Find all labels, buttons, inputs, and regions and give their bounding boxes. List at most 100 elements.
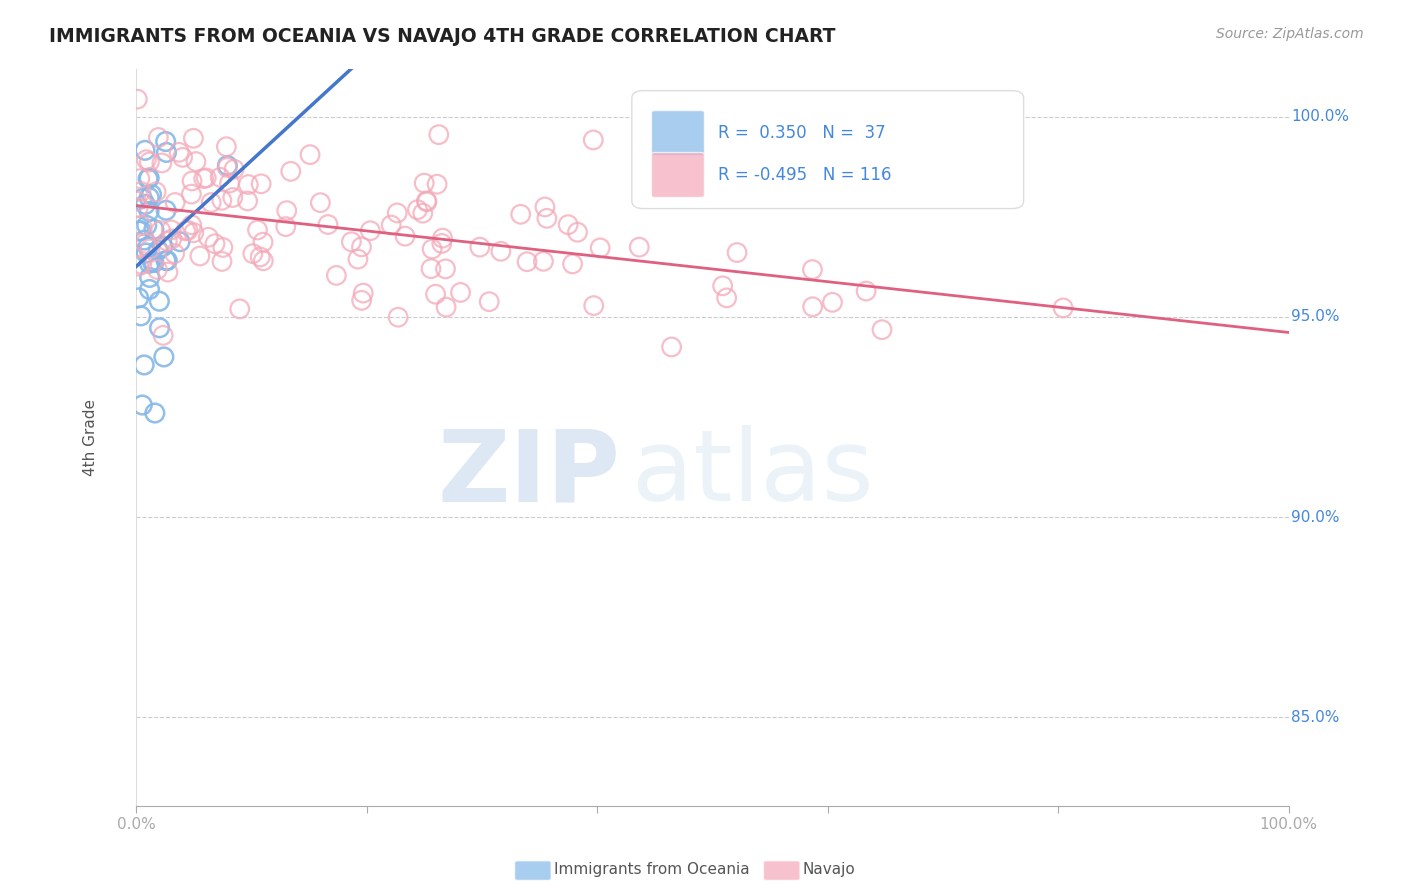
Point	[138, 155, 160, 169]
Point	[135, 153, 157, 167]
Point	[143, 406, 166, 420]
Point	[136, 240, 159, 254]
Point	[155, 203, 177, 218]
Point	[142, 255, 165, 269]
Point	[725, 245, 748, 260]
Point	[153, 350, 176, 364]
Point	[420, 261, 443, 276]
Point	[309, 195, 332, 210]
Point	[218, 176, 240, 190]
Point	[200, 195, 222, 210]
Point	[489, 244, 512, 259]
Point	[138, 270, 160, 285]
Point	[160, 232, 183, 246]
Point	[138, 256, 160, 270]
Point	[416, 194, 439, 209]
Point	[146, 262, 169, 277]
Point	[142, 222, 165, 236]
Point	[134, 358, 156, 372]
Point	[711, 278, 734, 293]
Text: Source: ZipAtlas.com: Source: ZipAtlas.com	[1216, 27, 1364, 41]
Point	[387, 206, 409, 220]
Point	[156, 234, 179, 248]
Point	[661, 340, 683, 354]
Point	[136, 172, 159, 186]
Point	[138, 171, 160, 186]
Point	[177, 223, 200, 237]
Point	[582, 299, 605, 313]
Point	[174, 224, 197, 238]
Point	[127, 200, 149, 214]
Point	[380, 218, 402, 232]
Point	[406, 202, 429, 217]
Point	[582, 133, 605, 147]
Point	[138, 204, 160, 219]
Point	[350, 240, 373, 254]
Point	[152, 239, 174, 253]
Point	[561, 257, 583, 271]
Point	[128, 171, 150, 186]
Point	[165, 195, 187, 210]
Point	[134, 236, 156, 251]
Text: 95.0%: 95.0%	[1291, 310, 1340, 325]
Point	[420, 242, 443, 256]
Point	[276, 203, 298, 218]
Point	[801, 300, 824, 314]
Point	[184, 154, 207, 169]
Point	[316, 218, 339, 232]
Point	[533, 254, 555, 268]
Point	[557, 218, 579, 232]
Point	[181, 174, 204, 188]
Point	[128, 291, 150, 305]
Point	[155, 145, 177, 160]
Point	[211, 254, 233, 268]
Point	[129, 224, 152, 238]
Point	[145, 185, 167, 199]
Text: R =  0.350   N =  37: R = 0.350 N = 37	[718, 124, 886, 142]
Point	[209, 170, 232, 185]
Point	[197, 230, 219, 244]
Point	[135, 219, 157, 233]
Point	[534, 200, 557, 214]
Point	[134, 197, 156, 211]
Point	[412, 206, 434, 220]
Point	[855, 284, 877, 298]
Point	[131, 192, 153, 206]
Point	[236, 194, 259, 208]
Text: 100.0%: 100.0%	[1291, 109, 1348, 124]
Point	[516, 254, 538, 268]
Point	[195, 171, 218, 186]
Point	[156, 253, 179, 268]
Point	[325, 268, 347, 283]
Point	[238, 178, 260, 192]
Point	[134, 144, 156, 158]
Point	[716, 291, 738, 305]
Point	[340, 235, 363, 249]
Point	[434, 300, 457, 314]
Point	[183, 226, 205, 240]
Point	[415, 194, 437, 208]
Point	[138, 283, 160, 297]
Point	[252, 253, 274, 268]
Point	[821, 295, 844, 310]
Point	[129, 185, 152, 199]
Point	[242, 246, 264, 260]
Text: R = -0.495   N = 116: R = -0.495 N = 116	[718, 166, 891, 184]
Text: atlas: atlas	[631, 425, 873, 523]
Point	[149, 224, 172, 238]
Point	[280, 164, 302, 178]
Point	[138, 190, 160, 204]
Text: 4th Grade: 4th Grade	[83, 399, 98, 475]
Point	[536, 211, 558, 226]
Point	[127, 92, 149, 106]
Point	[150, 156, 173, 170]
FancyBboxPatch shape	[631, 91, 1024, 209]
Point	[167, 145, 190, 160]
Point	[128, 259, 150, 273]
Point	[425, 287, 447, 301]
Point	[589, 241, 612, 255]
Point	[274, 219, 297, 234]
Point	[427, 128, 450, 142]
Text: Navajo: Navajo	[803, 863, 856, 877]
Text: 85.0%: 85.0%	[1291, 710, 1340, 725]
